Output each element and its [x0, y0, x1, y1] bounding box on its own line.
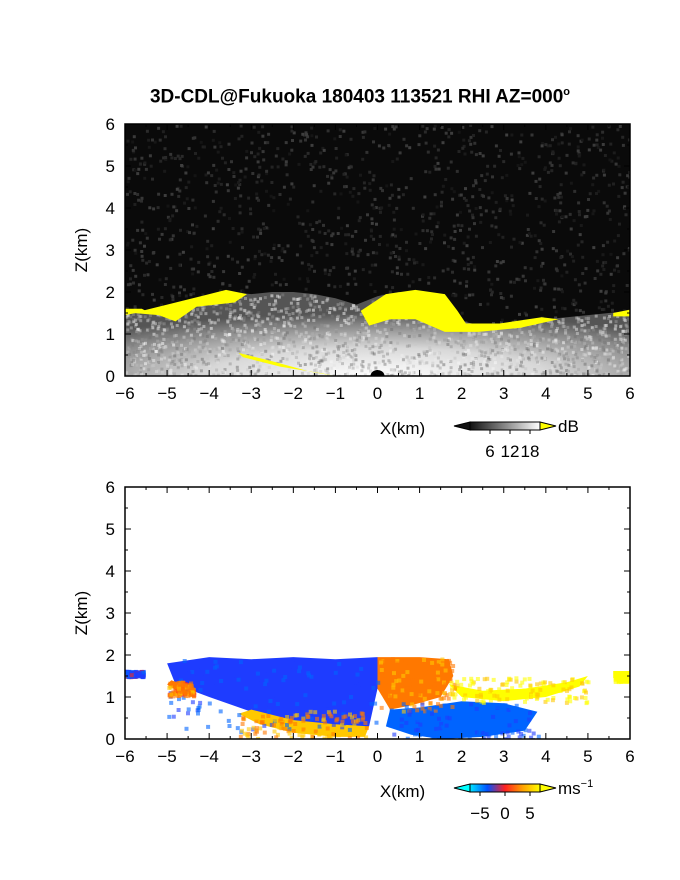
y-tick-label: 5: [106, 157, 115, 176]
colorbar-bar: [469, 783, 541, 793]
y-tick-label: 2: [106, 646, 115, 665]
plot-background: [125, 487, 630, 739]
colorbar-over-arrow: [539, 421, 557, 431]
echo-texture: [125, 292, 630, 376]
y-tick-label: 6: [106, 115, 115, 134]
y-tick-label: 3: [106, 241, 115, 260]
x-tick-label: 6: [625, 747, 634, 766]
x-tick-label: −1: [326, 384, 345, 403]
y-tick-label: 2: [106, 283, 115, 302]
y-tick-label: 0: [106, 730, 115, 749]
y-axis-label: Z(km): [72, 228, 91, 272]
x-tick-label: 2: [457, 747, 466, 766]
title-degree: o: [563, 86, 571, 98]
plot-area: [125, 487, 630, 739]
y-tick-label: 4: [106, 562, 115, 581]
axis-ticks: [124, 486, 631, 740]
x-tick-label: 0: [373, 747, 382, 766]
x-tick-label: −3: [242, 747, 261, 766]
colorbar-unit: ms−1: [558, 778, 593, 798]
over-range-region: [125, 308, 146, 316]
x-tick-label: 0: [373, 384, 382, 403]
colorbar: −5 0 5 ms−1: [453, 778, 593, 823]
x-tick-label: −5: [157, 747, 176, 766]
x-tick-label: 4: [541, 384, 550, 403]
x-tick-label: −4: [199, 384, 218, 403]
colorbar-under-arrow: [453, 783, 471, 793]
over-range-region: [133, 289, 247, 322]
y-tick-label: 6: [106, 478, 115, 497]
colorbar-over-arrow: [539, 783, 557, 793]
x-axis-label: X(km): [380, 419, 425, 438]
x-tick-label: 4: [541, 747, 550, 766]
x-tick-label: −3: [242, 384, 261, 403]
velocity-region: [238, 709, 370, 737]
y-tick-label: 5: [106, 520, 115, 539]
plot-area: [125, 124, 630, 376]
velocity-texture: [125, 657, 630, 739]
colorbar-tick-label: −5: [470, 804, 489, 823]
x-tick-label: −1: [326, 747, 345, 766]
x-tick-label: −6: [115, 384, 134, 403]
title-text: 3D-CDL@Fukuoka 180403 113521 RHI AZ=000: [149, 86, 564, 108]
colorbar-tick-label: 0: [500, 804, 509, 823]
page-title: 3D-CDL@Fukuoka 180403 113521 RHI AZ=000o: [0, 86, 680, 108]
x-tick-label: −2: [284, 747, 303, 766]
x-tick-label: 1: [415, 747, 424, 766]
x-tick-label: 2: [457, 384, 466, 403]
y-tick-label: 1: [106, 325, 115, 344]
y-tick-label: 1: [106, 688, 115, 707]
colorbar-tick-label: 5: [525, 804, 534, 823]
colorbar-bar: [469, 421, 541, 431]
colorbar-unit-superscript: −1: [581, 778, 594, 790]
x-tick-label: 5: [583, 384, 592, 403]
velocity-region: [167, 657, 378, 731]
x-tick-label: 1: [415, 384, 424, 403]
colorbar-tick-label: 12: [501, 442, 520, 461]
colorbar: 6 12 18 dB: [453, 417, 579, 461]
x-tick-label: −4: [199, 747, 218, 766]
x-tick-label: −6: [115, 747, 134, 766]
colorbar-tick-label: 6: [485, 442, 494, 461]
x-tick-label: −2: [284, 384, 303, 403]
over-range-region: [613, 309, 630, 317]
x-tick-label: 3: [499, 384, 508, 403]
x-tick-label: −5: [157, 384, 176, 403]
x-axis-label: X(km): [380, 782, 425, 801]
y-tick-label: 0: [106, 367, 115, 386]
velocity-region: [449, 676, 588, 702]
x-tick-label: 5: [583, 747, 592, 766]
y-tick-label: 4: [106, 199, 115, 218]
axis-ticks: [124, 123, 631, 377]
x-tick-label: 3: [499, 747, 508, 766]
colorbar-unit: dB: [558, 417, 579, 436]
x-tick-label: 6: [625, 384, 634, 403]
y-tick-label: 3: [106, 604, 115, 623]
over-range-region: [360, 289, 559, 332]
colorbar-under-arrow: [453, 421, 471, 431]
y-axis-label: Z(km): [72, 591, 91, 635]
colorbar-tick-label: 18: [521, 442, 540, 461]
